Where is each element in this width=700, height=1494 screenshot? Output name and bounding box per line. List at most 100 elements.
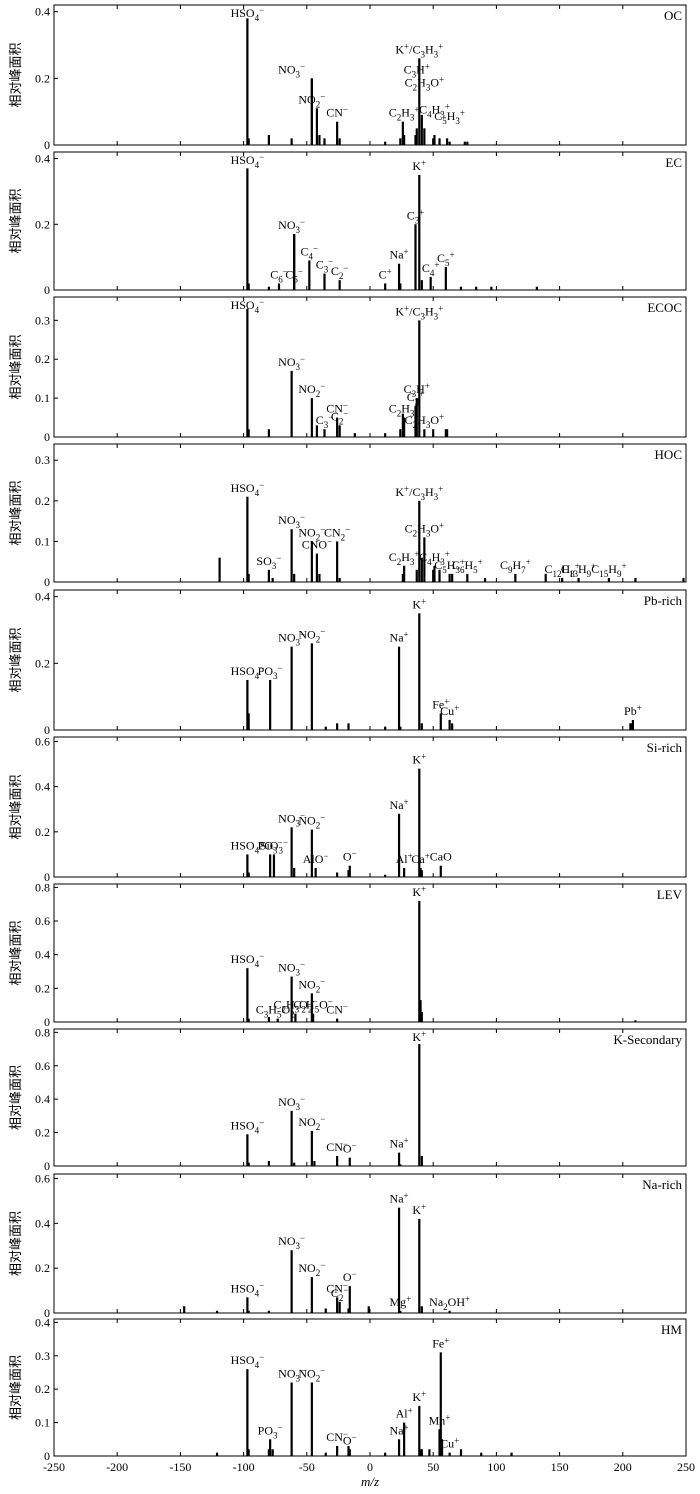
peak-label: C2H5O− xyxy=(293,997,332,1015)
peak-label: C2− xyxy=(331,1285,349,1303)
peak-label: NO2− xyxy=(298,381,325,399)
peak-label: HSO4− xyxy=(231,663,265,681)
peak-label: CN− xyxy=(326,401,348,416)
y-axis-label: 相对峰面积 xyxy=(9,1065,24,1130)
peak-label: O− xyxy=(343,1269,357,1284)
peak-label: NO3− xyxy=(278,810,305,828)
peak-label: C9H7+ xyxy=(500,557,531,575)
peak-label: NO3− xyxy=(278,960,305,978)
y-tick-label: 0 xyxy=(44,723,50,737)
peak-label: CN− xyxy=(326,105,348,120)
y-tick-label: 0.6 xyxy=(35,914,50,928)
y-axis-label: 相对峰面积 xyxy=(9,627,24,692)
y-tick-label: 0.2 xyxy=(35,71,50,85)
peak-label: K+ xyxy=(412,884,426,899)
y-axis-label: 相对峰面积 xyxy=(9,920,24,985)
y-tick-label: 0 xyxy=(44,870,50,884)
peak-label: C5H3+ xyxy=(434,108,465,126)
y-tick-label: 0 xyxy=(44,1015,50,1029)
panel-frame xyxy=(53,1173,687,1314)
panel-title: K-Secondary xyxy=(613,1032,682,1047)
peak-label: Mg+ xyxy=(389,1294,411,1309)
panel-hm: 0 0.1 0.2 0.3 0.4 相对峰面积 HM HSO4− NO3−NO2− PO3− CN−… xyxy=(9,1315,695,1489)
peak-label: O− xyxy=(343,849,357,864)
peak-label: K+/C3H3+ xyxy=(395,484,443,502)
peak-label: K+/C3H3+ xyxy=(395,41,443,59)
peak-label: PO3− xyxy=(258,1422,283,1440)
y-tick-label: 0.6 xyxy=(35,735,50,749)
y-tick-label: 0.6 xyxy=(35,1059,50,1073)
peak-label: C2H3+ xyxy=(389,549,420,567)
peak-label: C13H9+ xyxy=(561,561,596,579)
peak-label: NO3− xyxy=(278,512,305,530)
panel-ecoc: 00.10.20.3相对峰面积ECOCHSO4−NO3−NO2−CN−C3−C2… xyxy=(9,296,687,444)
peak-label: PO3− xyxy=(258,663,283,681)
peak-label: Pb+ xyxy=(624,703,642,718)
y-axis-label: 相对峰面积 xyxy=(9,1355,24,1420)
panel-frame xyxy=(53,736,687,878)
peak-label: CN− xyxy=(326,1002,348,1017)
panel-title: OC xyxy=(664,8,682,23)
y-tick-label: 0.4 xyxy=(35,5,50,19)
panel-oc: 0 0.2 0.4 相对峰面积 OC HSO4− NO3− NO2−CN− K+/C3H3+ C3… xyxy=(9,4,687,152)
y-tick-label: 0.4 xyxy=(35,780,50,794)
peak-label: CaO xyxy=(430,850,452,864)
y-tick-label: 0.4 xyxy=(35,1315,50,1329)
y-tick-label: 0.4 xyxy=(35,1216,50,1230)
peak-label: NO2− xyxy=(298,626,325,644)
peak-label: NO2− xyxy=(298,91,325,109)
peak-label: NO3− xyxy=(278,61,305,79)
peak-label: C3H5O2− xyxy=(256,1002,300,1020)
peak-label: Ca+ xyxy=(411,851,429,866)
panel-k-secondary: 0 0.2 0.4 0.6 0.8 相对峰面积 K-Secondary HSO4− NO3− NO… xyxy=(9,1025,687,1173)
panel-si-rich: 0 0.2 0.4 0.6 相对峰面积 Si-rich HSO4−PO3−SiO3− NO3−… xyxy=(9,735,687,884)
peak-label: HSO4− xyxy=(231,951,265,969)
peak-label: K+ xyxy=(412,1389,426,1404)
peak-label: C3H+ xyxy=(404,61,430,79)
peak-label: C4H3+ xyxy=(419,101,450,119)
panel-frame xyxy=(53,589,687,731)
y-tick-label: 0.3 xyxy=(35,313,50,327)
peak-label: Cu+ xyxy=(440,703,459,718)
peak-label: PO3− xyxy=(258,837,283,855)
y-tick-label: 0.4 xyxy=(35,1092,50,1106)
peak-label: C2H3+ xyxy=(389,105,420,123)
peak-label: CN− xyxy=(326,1429,348,1444)
peak-label: C15H9+ xyxy=(591,561,626,579)
peak-label: SiO3− xyxy=(260,837,288,855)
peak-label: Cu+ xyxy=(440,1436,459,1451)
peak-label: Fe+ xyxy=(432,1335,449,1350)
peak-label: CNO− xyxy=(302,537,332,552)
panel-title: EC xyxy=(665,155,682,170)
y-tick-label: 0.1 xyxy=(35,391,50,405)
peak-label: NO3− xyxy=(278,1094,305,1112)
y-tick-label: 0.4 xyxy=(35,948,50,962)
peak-label: HSO4− xyxy=(231,152,265,170)
peak-label: NO2− xyxy=(298,1260,325,1278)
peak-label: NO3− xyxy=(278,1233,305,1251)
peak-label: NO2− xyxy=(298,813,325,831)
peak-label: HSO4− xyxy=(231,1117,265,1135)
peak-label: Na+ xyxy=(390,247,409,262)
y-axis-label: 相对峰面积 xyxy=(9,334,24,399)
x-tick-label: -50 xyxy=(299,1460,315,1474)
peak-label: C5+ xyxy=(437,250,455,268)
peak-label: CN− xyxy=(326,1139,348,1154)
y-tick-label: 0.2 xyxy=(35,981,50,995)
y-tick-label: 0.4 xyxy=(35,152,50,166)
peak-label: C3− xyxy=(316,412,334,430)
panel-title: ECOC xyxy=(647,300,682,315)
peak-label: HSO4− xyxy=(231,480,265,498)
peak-label: C5− xyxy=(285,266,303,284)
peak-label: K+ xyxy=(412,596,426,611)
y-axis-label: 相对峰面积 xyxy=(9,774,24,839)
peak-label: Na+ xyxy=(390,797,409,812)
x-tick-label: 150 xyxy=(551,1460,569,1474)
x-tick-label: 200 xyxy=(614,1460,632,1474)
peak-label: NO2− xyxy=(298,1114,325,1132)
panel-hoc: 0 0.1 0.2 0.3 相对峰面积 HOC HSO4− NO3−NO2−CNO−CN2− S… xyxy=(9,443,687,589)
panel-title: Pb-rich xyxy=(644,593,683,608)
peak-label: NO3− xyxy=(278,217,305,235)
panel-title: LEV xyxy=(657,887,683,902)
